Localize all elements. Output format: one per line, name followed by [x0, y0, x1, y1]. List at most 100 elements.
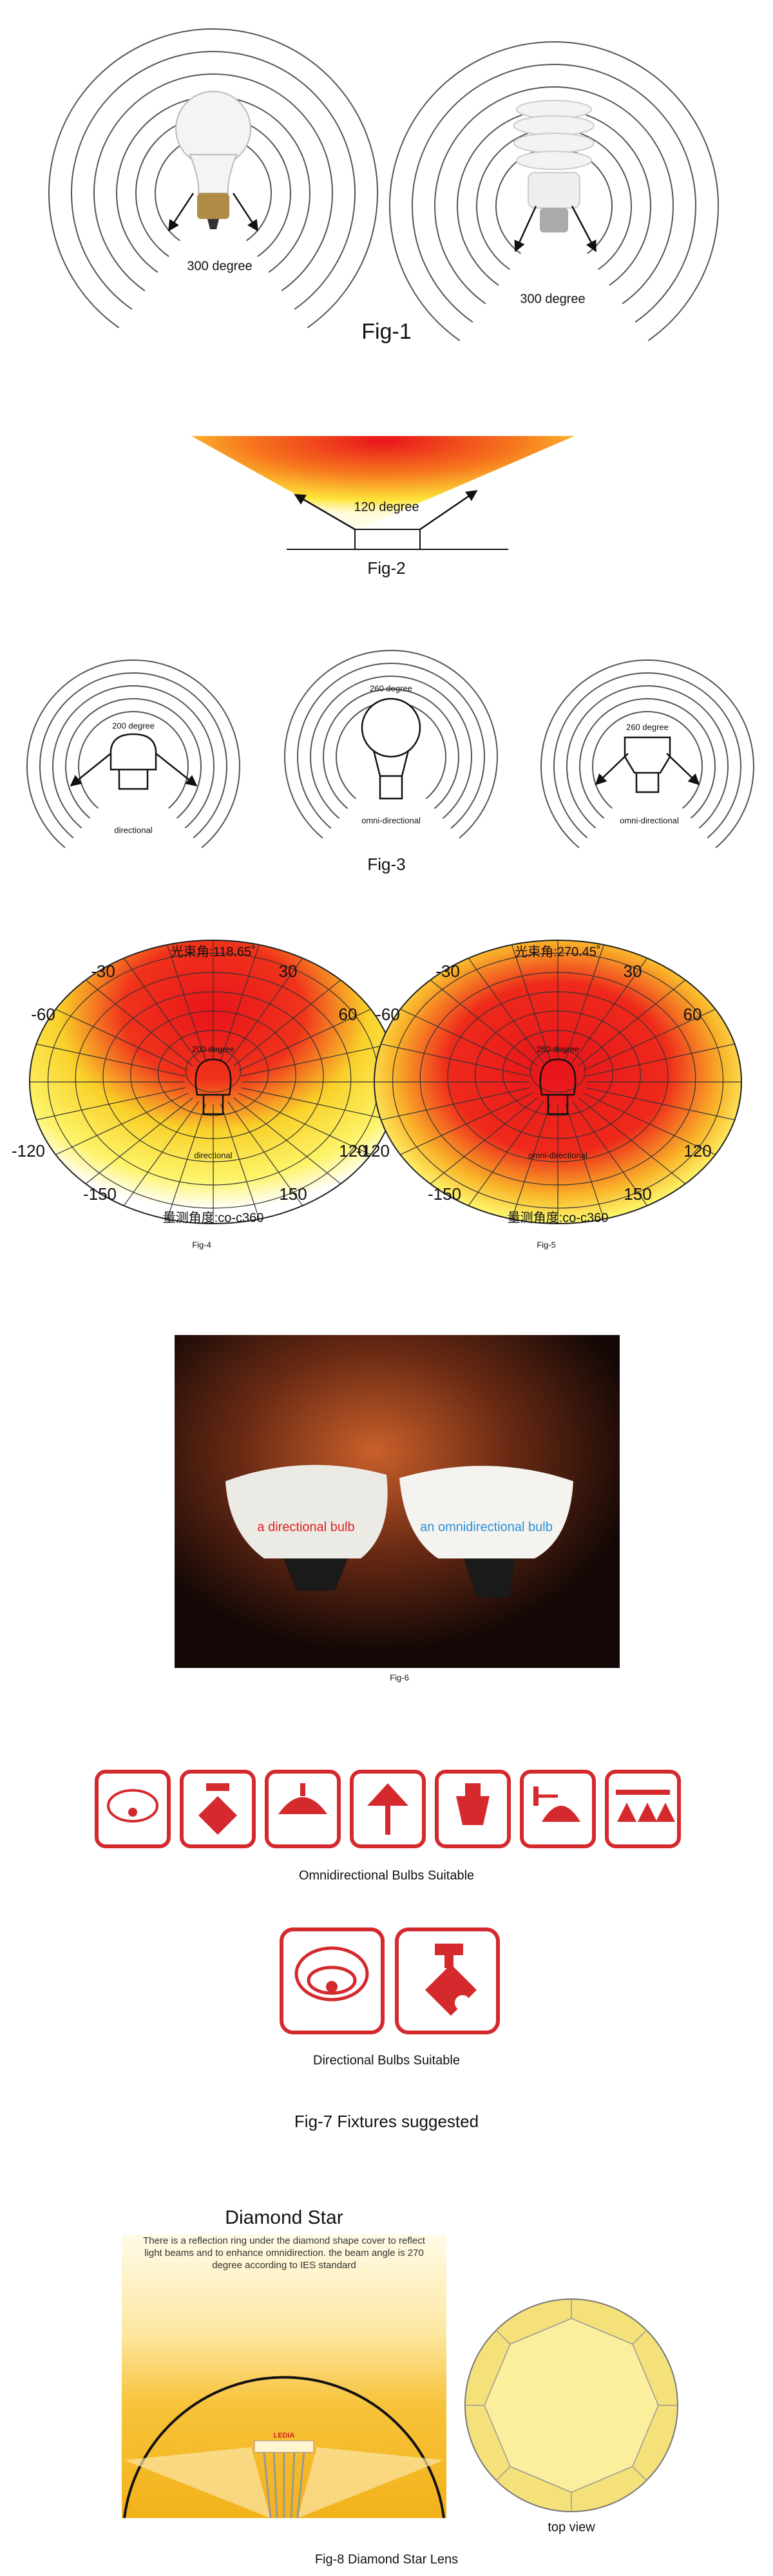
grid-spoke: [572, 1101, 655, 1217]
angle-label: 30: [624, 961, 642, 981]
grid-spoke: [586, 1041, 741, 1077]
angle-label: 120: [683, 1141, 711, 1160]
angle-label: -30: [91, 961, 115, 981]
wave-arc: [78, 711, 189, 809]
photo: [175, 1335, 620, 1668]
measure-angle: 量测角度:co-c360: [508, 1210, 609, 1225]
angle-label: 60: [683, 1005, 702, 1024]
angle-label: -150: [83, 1184, 117, 1204]
wave-arc: [65, 698, 202, 819]
wave-arc: [93, 73, 333, 292]
wave-arc: [323, 688, 459, 810]
grid-spoke: [421, 1097, 538, 1192]
bulb-type: omni-directional: [620, 815, 679, 825]
angle-label: -120: [356, 1141, 390, 1160]
caption: Fig-2: [367, 558, 405, 578]
bulb-type: omni-directional: [361, 815, 421, 825]
grid-spoke: [461, 1101, 544, 1217]
incandescent-bulb: [167, 91, 259, 232]
grid-spoke: [578, 1097, 695, 1192]
angle-label: 150: [624, 1184, 651, 1204]
grid-spoke: [233, 972, 350, 1066]
grid-spoke: [421, 972, 538, 1066]
grid-spoke: [220, 1103, 264, 1224]
grid-spoke: [227, 1101, 310, 1217]
wave-arc: [553, 672, 741, 838]
inner-label: 200 degree: [192, 1044, 234, 1054]
beam-angle: 光束角:270.45˚: [515, 944, 600, 959]
angle-label: 120: [339, 1141, 367, 1160]
grid-spoke: [390, 1092, 533, 1160]
grid-spoke: [227, 947, 310, 1063]
brand: LEDIA: [274, 2432, 295, 2439]
fixture-icon: [605, 1770, 681, 1848]
fixture-icon: [435, 1770, 511, 1848]
grid-spoke: [116, 1101, 199, 1217]
wave-arc: [297, 663, 485, 829]
wave-arc: [579, 698, 716, 819]
bulb-type: directional: [114, 825, 152, 835]
grid-spoke: [565, 940, 609, 1061]
wave-arc: [592, 711, 703, 809]
grid-spoke: [30, 1087, 186, 1122]
grid-spoke: [582, 1004, 726, 1072]
angle-label: -120: [12, 1141, 45, 1160]
degree-label: 120 degree: [354, 500, 419, 514]
wave-arc: [39, 672, 227, 838]
caption: Fig-1: [361, 319, 411, 344]
photo-label: a directional bulb: [257, 1520, 354, 1534]
lens-description-box: There is a reflection ring under the dia…: [143, 2235, 425, 2271]
measure-angle: 量测角度:co-c360: [163, 1210, 264, 1225]
grid-spoke: [507, 940, 551, 1061]
group-label: Omnidirectional Bulbs Suitable: [299, 1868, 474, 1882]
bulb-outline: [195, 1058, 232, 1115]
grid-spoke: [241, 1087, 397, 1122]
angle-label: 150: [279, 1184, 307, 1204]
wave-arcs: [48, 28, 719, 341]
grid-spoke: [578, 972, 695, 1066]
grid-spoke: [507, 1103, 551, 1224]
grid-spoke: [572, 947, 655, 1063]
angle-label: 30: [279, 961, 298, 981]
inner-label: omni-directional: [528, 1150, 587, 1160]
bulb-outline: [539, 1058, 577, 1115]
grid-spoke: [220, 940, 264, 1061]
caption: Fig-5: [537, 1240, 556, 1249]
grid-spoke: [582, 1092, 726, 1160]
degree-label: 260 degree: [370, 683, 412, 693]
wave-arc: [389, 41, 719, 341]
angle-label: -150: [428, 1184, 461, 1204]
fixture-icons: [280, 1927, 500, 2034]
grid-spoke: [238, 1092, 381, 1160]
angle-label: -60: [31, 1005, 55, 1024]
fixture-icons: [95, 1770, 681, 1848]
grid-spoke: [76, 972, 193, 1066]
fixture-icon: [180, 1770, 256, 1848]
photo-label: an omnidirectional bulb: [420, 1520, 553, 1534]
grid-spoke: [76, 1097, 193, 1192]
lens-title: Diamond Star: [225, 2207, 343, 2228]
grid-spoke: [565, 1103, 609, 1224]
polar-grid: [30, 940, 397, 1224]
grid-spoke: [45, 1004, 189, 1072]
bulb-outline: [70, 697, 700, 800]
caption: Fig-3: [367, 855, 405, 874]
fixture-icon: [95, 1770, 171, 1848]
view-label: top view: [548, 2520, 595, 2534]
group-label: Directional Bulbs Suitable: [313, 2053, 460, 2067]
beam-angle: 光束角:118.65˚: [171, 944, 256, 959]
grid-spoke: [45, 1092, 189, 1160]
cfl-bulb: [513, 100, 597, 252]
inner-label: 260 degree: [537, 1044, 579, 1054]
grid-spoke: [374, 1041, 530, 1077]
lens-top-view: [464, 2298, 678, 2512]
grid-spoke: [390, 1004, 533, 1072]
degree-label: 260 degree: [626, 722, 669, 732]
grid-spoke: [374, 1087, 530, 1122]
grid-spoke: [162, 940, 206, 1061]
polar-grid: [374, 940, 741, 1224]
caption: Fig-8 Diamond Star Lens: [315, 2552, 458, 2566]
lens-panel: [122, 2235, 446, 2519]
caption: Fig-4: [192, 1240, 211, 1249]
degree-label: 200 degree: [112, 721, 155, 730]
